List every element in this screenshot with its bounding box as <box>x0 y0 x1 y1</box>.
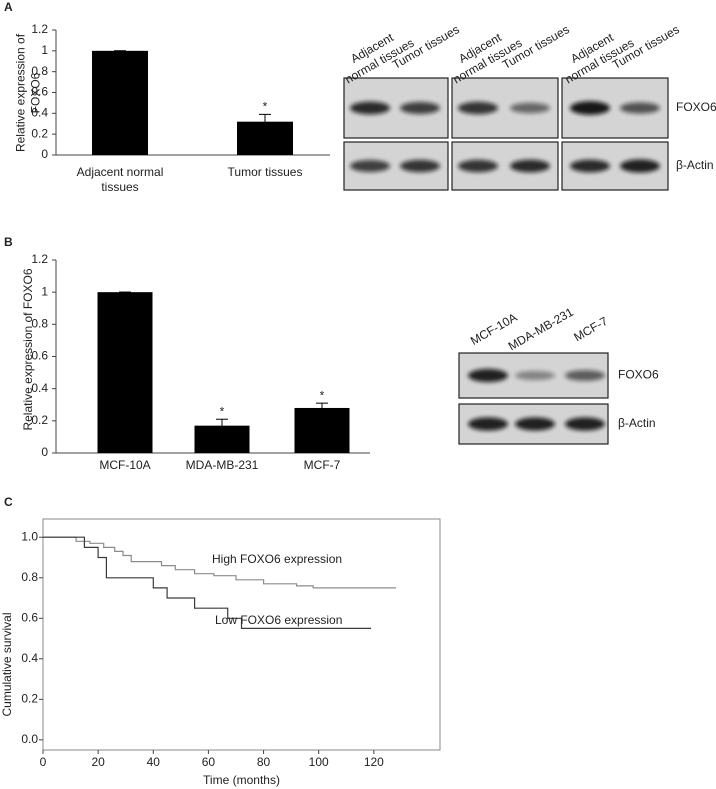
y-tick-label: 0.4 <box>31 381 48 395</box>
blot-band <box>570 159 610 173</box>
blot-band <box>515 370 555 381</box>
blot-row-label: β-Actin <box>618 416 656 430</box>
y-tick-label: 1 <box>41 284 48 298</box>
series-label: Low FOXO6 expression <box>215 613 342 627</box>
y-tick-label: 0.6 <box>21 610 38 624</box>
y-axis-label: Relative expression of FOXO6 <box>13 33 42 152</box>
x-tick-label: 80 <box>257 755 271 769</box>
blot-band <box>458 101 498 115</box>
blot-band <box>468 368 508 383</box>
blot-band <box>570 101 610 115</box>
blot-band <box>458 159 498 173</box>
y-tick-label: 0.4 <box>31 106 48 120</box>
blot-band <box>620 159 660 173</box>
x-tick-label: MDA-MB-231 <box>185 458 259 472</box>
y-tick-label: 0.6 <box>31 349 48 363</box>
blot-band <box>400 102 440 114</box>
x-tick-label: MCF-7 <box>303 458 341 472</box>
x-tick-label: MCF-10A <box>99 458 151 472</box>
y-tick-label: 1.2 <box>31 252 48 266</box>
y-tick-label: 0 <box>41 147 48 161</box>
bar <box>97 292 153 453</box>
x-axis-label: Time (months) <box>203 773 280 787</box>
y-tick-label: 0.8 <box>21 570 38 584</box>
blot-band <box>510 102 550 114</box>
blot-band <box>620 102 660 114</box>
blot-band <box>468 417 508 431</box>
y-tick-label: 1.2 <box>31 22 48 36</box>
panel-letter: C <box>4 495 13 509</box>
y-axis-label: Relative expression of FOXO6 <box>20 267 35 431</box>
blot-band <box>515 417 555 431</box>
panel-letter: B <box>4 235 13 249</box>
y-axis-label: Cumulative survival <box>0 612 14 716</box>
x-tick-label: 100 <box>309 755 329 769</box>
blot-row-label: β-Actin <box>676 158 714 172</box>
x-tick-label: Tumor tissues <box>227 165 303 179</box>
x-tick-label: 20 <box>91 755 105 769</box>
y-tick-label: 0.2 <box>21 692 38 706</box>
y-tick-label: 0.4 <box>21 651 38 665</box>
y-tick-label: 0.0 <box>21 732 38 746</box>
series-label: High FOXO6 expression <box>212 552 342 566</box>
survival-curve <box>43 536 372 629</box>
significance-marker: * <box>263 100 268 114</box>
plot-frame <box>42 518 441 751</box>
blot-row-label: FOXO6 <box>618 368 659 382</box>
blot-band <box>400 159 440 173</box>
y-tick-label: 0.2 <box>31 413 48 427</box>
significance-marker: * <box>320 388 325 402</box>
y-tick-label: 0.8 <box>31 317 48 331</box>
y-tick-label: 0 <box>41 445 48 459</box>
blot-row-label: FOXO6 <box>676 100 716 114</box>
x-tick-label: 60 <box>202 755 216 769</box>
y-tick-label: 1 <box>41 43 48 57</box>
survival-curve <box>43 536 396 589</box>
y-tick-label: 1.0 <box>21 529 38 543</box>
y-tick-label: 0.6 <box>31 85 48 99</box>
bar <box>294 407 350 453</box>
bar <box>92 50 148 156</box>
blot-band <box>565 417 605 431</box>
significance-marker: * <box>220 404 225 418</box>
x-tick-label: 40 <box>147 755 161 769</box>
blot-band <box>350 101 390 115</box>
x-tick-label: 120 <box>364 755 384 769</box>
blot-band <box>350 160 390 172</box>
panel-letter: A <box>4 0 13 14</box>
x-tick-label: Adjacent normal tissues <box>76 165 164 194</box>
y-tick-label: 0.2 <box>31 126 48 140</box>
blot-band <box>565 370 605 381</box>
blot-band <box>510 159 550 173</box>
y-tick-label: 0.8 <box>31 64 48 78</box>
x-tick-label: 0 <box>40 755 47 769</box>
